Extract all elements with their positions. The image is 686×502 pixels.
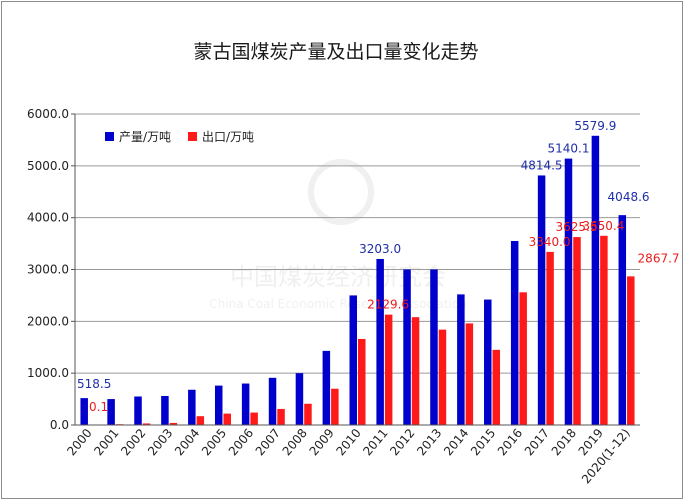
bar-export [277, 408, 285, 425]
bar-production [457, 294, 465, 425]
bar-export [465, 323, 474, 425]
data-label-export: 2867.7 [638, 251, 680, 265]
legend-swatch-export [188, 132, 197, 141]
watermark: 中国煤炭经济研究会 China Coal Economic Research A… [209, 159, 467, 311]
bar-production [268, 377, 277, 425]
bar-export [438, 329, 447, 425]
data-label-production: 4814.5 [521, 158, 563, 172]
bar-production [161, 395, 169, 425]
x-tick-label: 2005 [199, 426, 229, 458]
bar-production [591, 135, 600, 425]
bar-production [564, 158, 573, 426]
data-label-production: 518.5 [77, 377, 111, 391]
data-label-production: 4048.6 [608, 190, 650, 204]
bar-export [331, 388, 339, 425]
bar-export [304, 403, 312, 425]
watermark-cn: 中国煤炭经济研究会 [230, 263, 446, 291]
y-tick-label: 3000.0 [27, 263, 69, 277]
bar-production [295, 373, 304, 425]
legend-label-export: 出口/万吨 [202, 130, 254, 144]
bar-export [358, 338, 366, 425]
x-tick-label: 2002 [118, 426, 148, 458]
bar-production [80, 398, 88, 425]
x-tick-label: 2008 [280, 426, 310, 458]
y-tick-label: 2000.0 [27, 314, 69, 328]
bar-export [573, 237, 581, 425]
bar-production [214, 385, 223, 425]
bar-export [519, 292, 527, 425]
bar-production [349, 295, 357, 425]
bar-export [492, 349, 501, 425]
x-tick-label: 2012 [387, 426, 417, 458]
bar-production [484, 299, 492, 425]
bar-production [537, 175, 546, 425]
y-tick-label: 1000.0 [27, 366, 69, 380]
bar-production [134, 396, 142, 425]
x-tick-label: 2003 [145, 426, 175, 458]
legend: 产量/万吨 出口/万吨 [105, 130, 254, 144]
x-tick-label: 2014 [441, 426, 471, 458]
bar-production [188, 389, 196, 425]
x-tick-label: 2009 [307, 426, 337, 458]
bar-export [223, 413, 231, 425]
bar-production [510, 240, 519, 425]
bar-production [403, 269, 411, 425]
data-label-production: 5579.9 [574, 119, 616, 133]
bar-production [322, 350, 331, 425]
x-tick-label: 2017 [522, 426, 552, 458]
data-label-export: 2129.6 [367, 298, 409, 312]
y-tick-label: 4000.0 [27, 211, 69, 225]
x-tick-label: 2001 [91, 426, 121, 458]
x-tick-label: 2016 [495, 426, 525, 458]
data-label-export: 3340.0 [529, 235, 571, 249]
bar-export [546, 251, 554, 425]
watermark-logo [308, 159, 374, 225]
y-axis: 0.0 1000.0 2000.0 3000.0 4000.0 5000.0 6000.0 [27, 107, 76, 432]
data-labels: 518.5 3203.0 4814.5 5140.1 5579.9 4048.6 0.1 21… [77, 119, 680, 414]
x-tick-label: 2018 [549, 426, 579, 458]
bar-export [250, 412, 258, 425]
x-tick-label: 2007 [253, 426, 283, 458]
x-tick-label: 2013 [414, 426, 444, 458]
legend-label-production: 产量/万吨 [119, 130, 171, 144]
x-tick-label: 2015 [468, 426, 498, 458]
x-tick-label: 2004 [172, 426, 202, 458]
legend-swatch-production [105, 132, 114, 141]
bar-production [376, 258, 384, 425]
bar-production [430, 269, 438, 425]
data-label-production: 3203.0 [359, 242, 401, 256]
bar-production [107, 399, 115, 425]
bar-export [142, 423, 151, 425]
bar-export [627, 276, 635, 425]
data-label-export: 3625.5 [555, 220, 597, 234]
x-tick-label: 2011 [360, 426, 390, 458]
bar-production [618, 215, 627, 425]
bar-export [196, 416, 205, 425]
bar-export [169, 422, 178, 425]
gridlines [75, 113, 640, 426]
bars [80, 135, 635, 426]
data-label-export: 3650.4 [582, 219, 624, 233]
bar-export [411, 317, 420, 425]
data-label-export: 0.1 [89, 400, 108, 414]
x-tick-label: 2006 [226, 426, 256, 458]
y-tick-label: 5000.0 [27, 159, 69, 173]
y-tick-label: 0.0 [50, 418, 69, 432]
watermark-en: China Coal Economic Research Association [209, 297, 466, 311]
data-label-production: 5140.1 [547, 142, 589, 156]
bar-export [600, 235, 608, 425]
x-axis: 2000200120022003200420052006200720082009… [64, 424, 640, 486]
y-tick-label: 6000.0 [27, 107, 69, 121]
bar-export [384, 314, 393, 425]
bar-production [241, 383, 250, 425]
x-tick-label: 2010 [333, 426, 363, 458]
chart-title: 蒙古国煤炭产量及出口量变化走势 [193, 41, 478, 63]
